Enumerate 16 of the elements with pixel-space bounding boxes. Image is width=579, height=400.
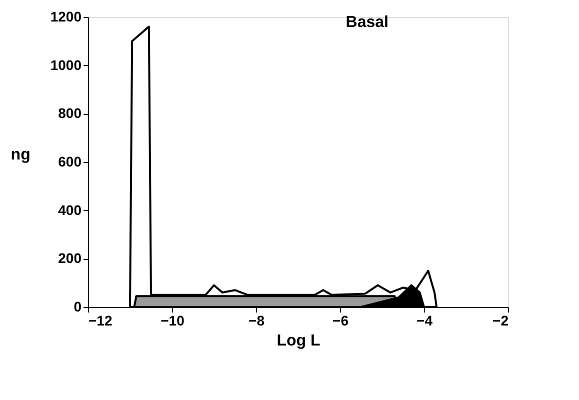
y-tick-label: 800 — [58, 105, 82, 122]
y-axis-title: ng — [10, 146, 30, 164]
y-tick-label: 600 — [58, 154, 82, 170]
x-tick-label: −2 — [492, 312, 509, 328]
x-tick-label: −12 — [88, 312, 112, 328]
x-tick-label: −4 — [416, 312, 433, 328]
y-tick-label: 0 — [74, 298, 82, 314]
y-tick-label: 1200 — [50, 8, 82, 24]
y-tick-label: 200 — [58, 250, 82, 266]
x-tick-label: −10 — [160, 312, 185, 328]
y-tick-label: 1000 — [50, 56, 82, 73]
x-tick-label: −6 — [332, 312, 349, 328]
x-tick-label: −8 — [248, 312, 265, 328]
y-tick-label: 400 — [58, 202, 82, 218]
x-axis-title: Log L — [276, 332, 320, 350]
chart-title: Basal — [346, 14, 388, 31]
